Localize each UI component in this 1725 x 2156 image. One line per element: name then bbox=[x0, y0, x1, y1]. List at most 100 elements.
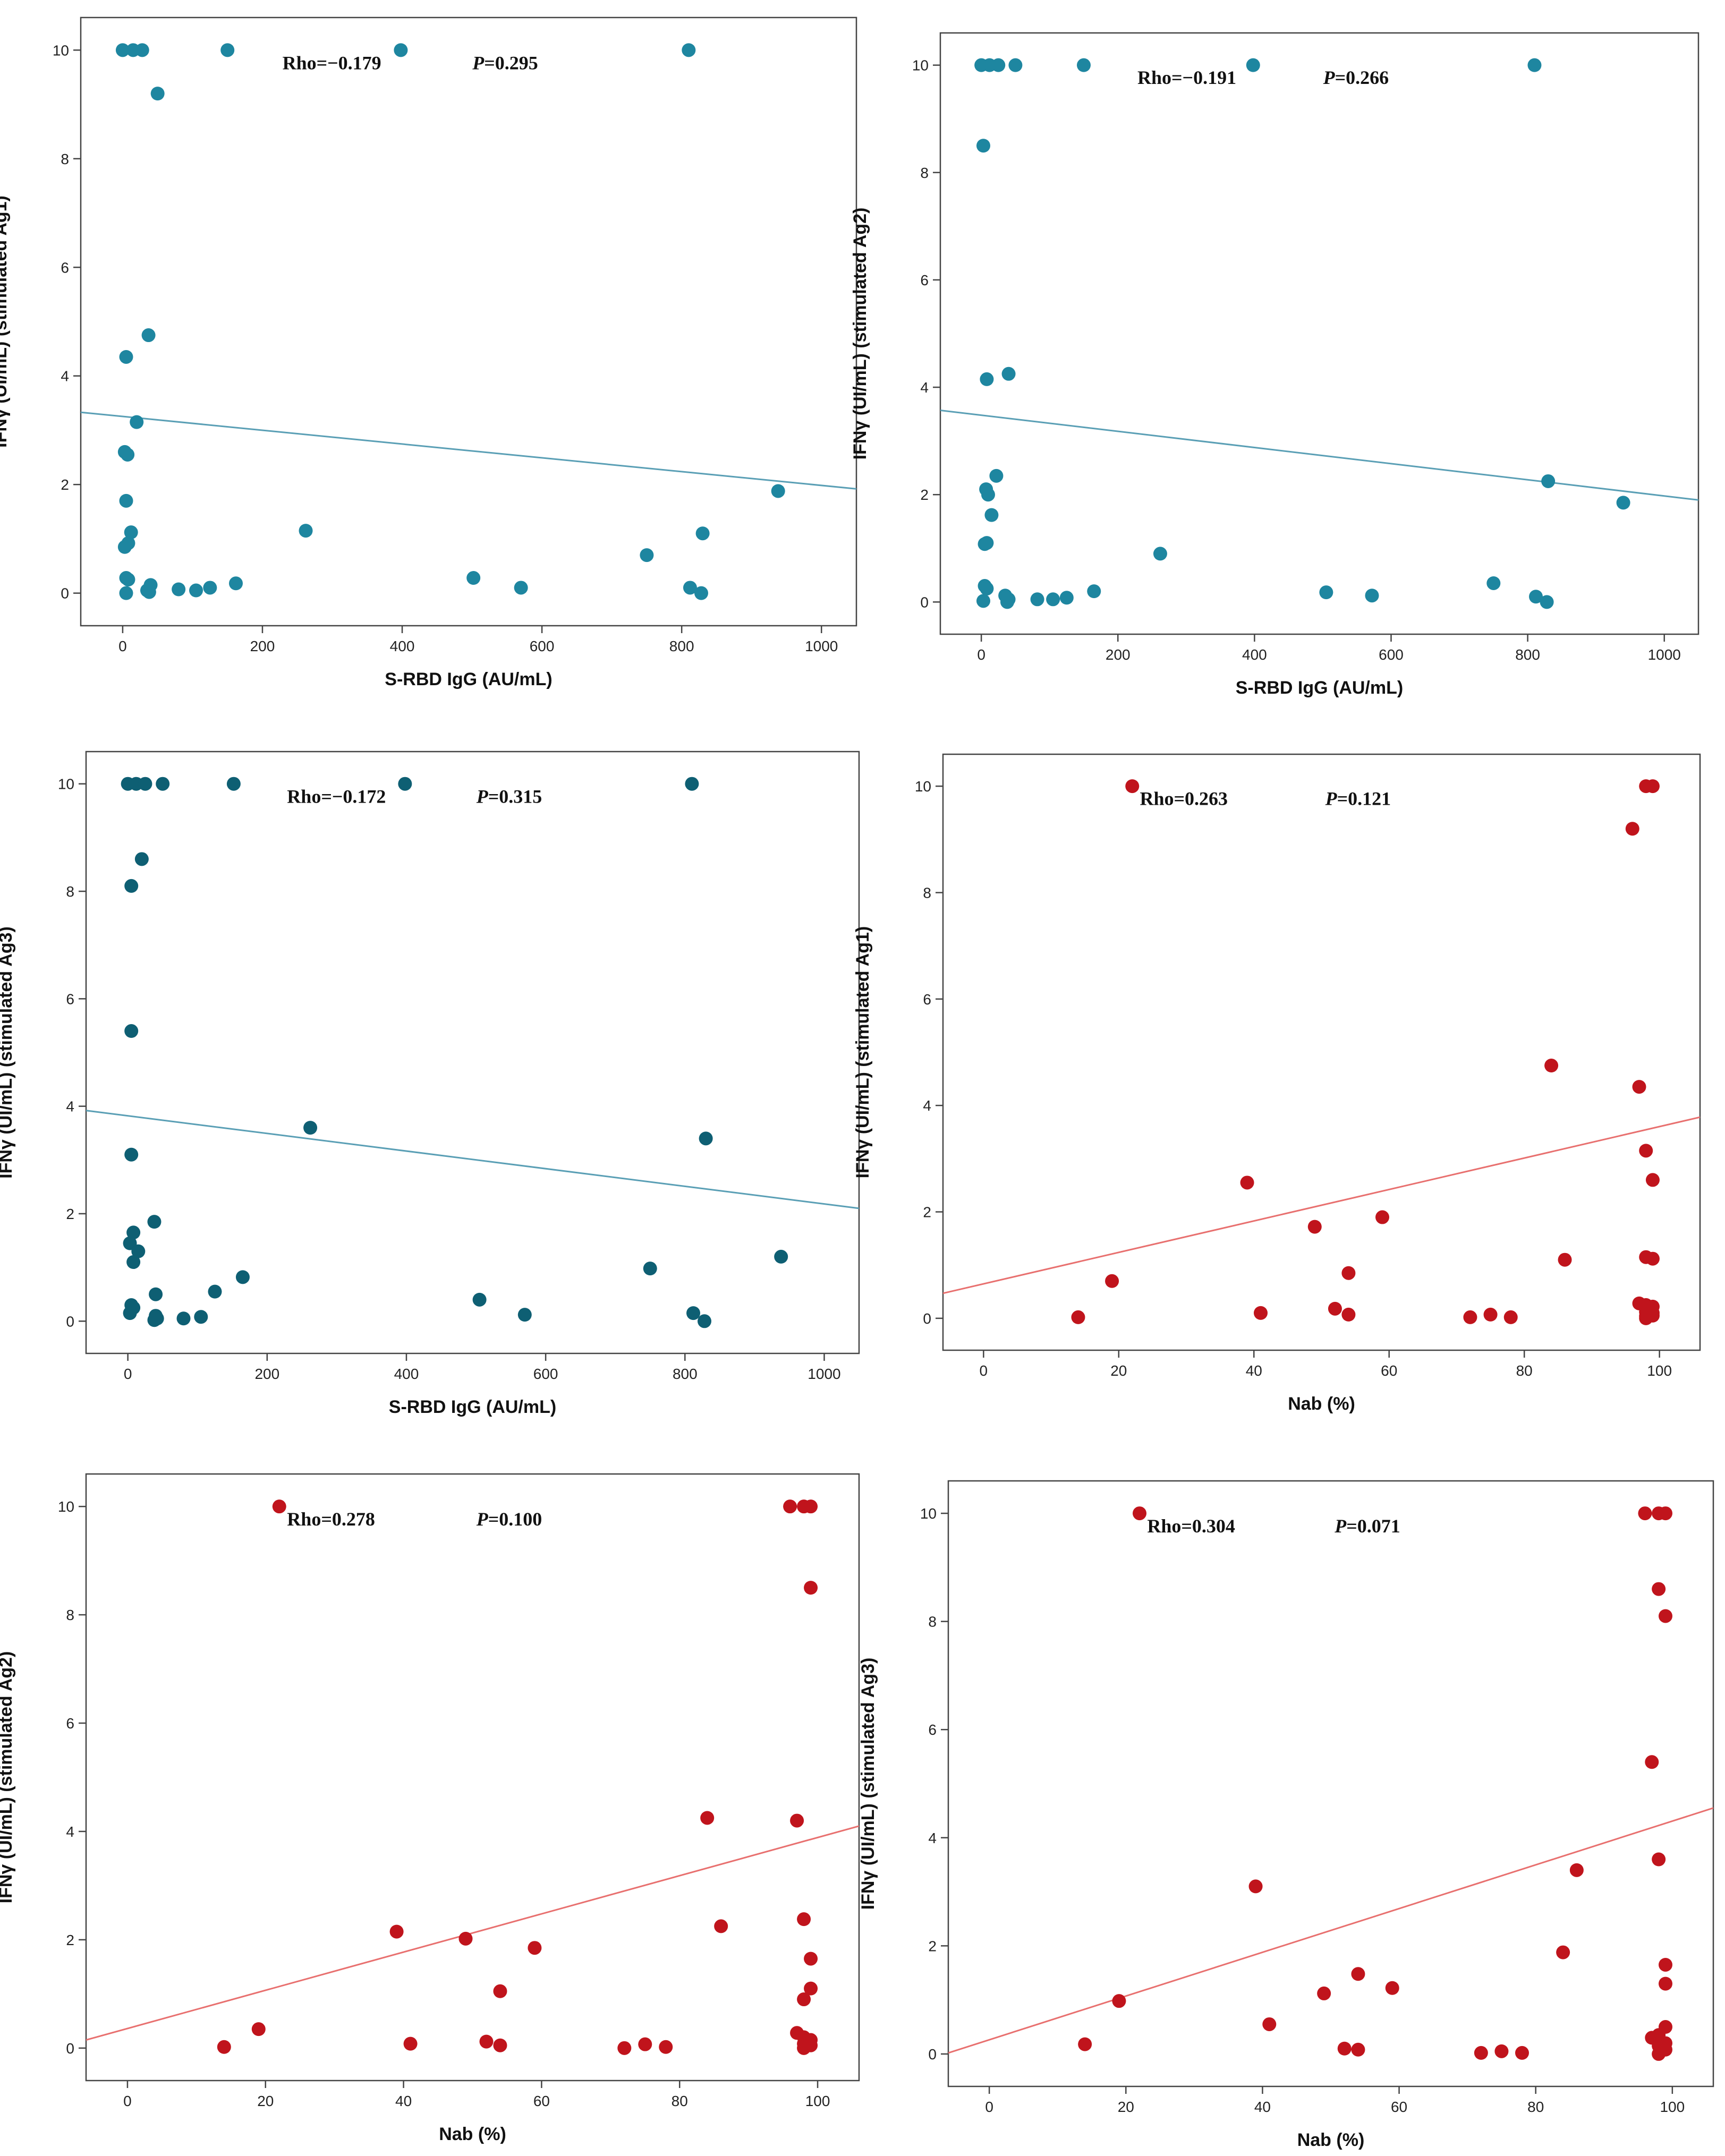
panel-3-point-7 bbox=[134, 852, 149, 866]
panel-3-point-14 bbox=[126, 1225, 141, 1240]
panel-3-point-31 bbox=[194, 1310, 208, 1324]
panel-5-point-29 bbox=[797, 2036, 811, 2051]
panel-5-xtick-label-2: 40 bbox=[395, 2093, 412, 2109]
panel-6-point-13 bbox=[1659, 1976, 1672, 1991]
panel-2-xtick-label-4: 800 bbox=[1515, 646, 1540, 663]
panel-4-point-11 bbox=[1558, 1252, 1572, 1267]
panel-2-point-16 bbox=[1153, 547, 1167, 561]
panel-4-point-0 bbox=[1125, 779, 1140, 794]
panel-1-ylabel: IFNγ (UI/mL) (stimulated Ag1) bbox=[0, 195, 11, 448]
panel-4-p-annotation: P=0.121 bbox=[1325, 788, 1391, 809]
panel-3-fit-line bbox=[86, 1110, 859, 1209]
panel-5-point-22 bbox=[493, 2038, 507, 2052]
panel-5-rho-annotation: Rho=0.278 bbox=[287, 1509, 375, 1530]
panel-3-point-19 bbox=[643, 1262, 657, 1276]
panel-4-rho-annotation: Rho=0.263 bbox=[1140, 788, 1228, 809]
panel-6-point-10 bbox=[1556, 1945, 1570, 1959]
panel-2-point-10 bbox=[989, 468, 1004, 483]
panel-5-chart: 0 20 40 60 80 100 0 2 4 6 8 10 Nab (%) IFNγ (UI/mL) (… bbox=[0, 1473, 860, 2144]
panel-3-point-21 bbox=[208, 1284, 222, 1299]
panel-4-point-25 bbox=[1503, 1310, 1518, 1324]
panel-5-point-12 bbox=[804, 1952, 818, 1966]
panel-2-ylabel: IFNγ (UI/mL) (stimulated Ag2) bbox=[850, 208, 870, 460]
panel-4-point-7 bbox=[1645, 1173, 1660, 1187]
panel-1-xtick-label-3: 600 bbox=[530, 638, 555, 654]
panel-4-xlabel: Nab (%) bbox=[1288, 1394, 1355, 1414]
panel-2-point-2 bbox=[991, 58, 1006, 72]
panel-2-ytick-label-5: 10 bbox=[912, 57, 929, 74]
panel-2-point-32 bbox=[1529, 590, 1543, 604]
panel-5-point-1 bbox=[783, 1499, 797, 1514]
panel-3-point-26 bbox=[123, 1306, 137, 1320]
panel-2-ytick-label-1: 2 bbox=[920, 487, 929, 503]
panel-1-xtick-label-4: 800 bbox=[669, 638, 694, 654]
panel-2-point-19 bbox=[1486, 576, 1501, 590]
panel-5-point-5 bbox=[700, 1811, 715, 1825]
panel-4-point-5 bbox=[1632, 1080, 1646, 1094]
panel-3-point-2 bbox=[138, 777, 152, 791]
panel-3-xtick-label-2: 400 bbox=[394, 1366, 419, 1382]
panel-2-p-annotation: P=0.266 bbox=[1323, 67, 1389, 88]
panel-2-chart: 0 200 400 600 800 1000 0 2 4 6 8 10 S-RBD IgG (AU/mL… bbox=[850, 32, 1699, 698]
panel-1-xtick-label-2: 400 bbox=[390, 638, 415, 654]
panel-5-xtick-label-1: 20 bbox=[257, 2093, 274, 2109]
panel-5-fit-line bbox=[86, 1825, 859, 2041]
panel-6-point-5 bbox=[1659, 1609, 1672, 1623]
panel-3-point-6 bbox=[685, 777, 699, 791]
panel-6-point-11 bbox=[1659, 1957, 1672, 1972]
panel-5-frame bbox=[85, 1473, 860, 2082]
panel-4-frame bbox=[942, 753, 1701, 1351]
panel-3-xlabel: S-RBD IgG (AU/mL) bbox=[389, 1397, 556, 1417]
panel-1-point-6 bbox=[150, 87, 165, 101]
panel-6-xtick-label-2: 40 bbox=[1254, 2099, 1271, 2115]
panel-4-xtick-label-4: 80 bbox=[1516, 1362, 1533, 1379]
panel-6-xlabel: Nab (%) bbox=[1297, 2130, 1365, 2150]
panel-1-xlabel: S-RBD IgG (AU/mL) bbox=[385, 669, 552, 689]
panel-2-point-27 bbox=[1046, 592, 1060, 607]
panel-5-point-15 bbox=[797, 1992, 811, 2007]
panel-1-point-8 bbox=[119, 350, 133, 364]
panel-1-ytick-label-4: 8 bbox=[61, 151, 69, 167]
panel-2-xlabel: S-RBD IgG (AU/mL) bbox=[1236, 678, 1403, 698]
panel-6-xtick-label-0: 0 bbox=[985, 2099, 993, 2115]
panel-3-point-3 bbox=[156, 777, 170, 791]
panel-1-point-24 bbox=[142, 585, 156, 599]
panel-6-point-23 bbox=[1337, 2041, 1352, 2056]
panel-3-point-30 bbox=[176, 1311, 191, 1326]
panel-4-point-8 bbox=[1240, 1175, 1254, 1190]
panel-6-ytick-label-1: 2 bbox=[928, 1938, 937, 1954]
panel-1-point-33 bbox=[694, 586, 708, 600]
panel-2-point-25 bbox=[976, 594, 990, 608]
panel-4-point-2 bbox=[1645, 779, 1660, 794]
panel-6-point-14 bbox=[1385, 1981, 1399, 1995]
panel-1-ytick-label-3: 6 bbox=[61, 259, 69, 276]
panel-5-point-6 bbox=[790, 1813, 804, 1828]
panel-3-xtick-label-1: 200 bbox=[254, 1366, 279, 1382]
panel-5-ytick-label-3: 6 bbox=[66, 1715, 74, 1732]
panel-3-point-23 bbox=[472, 1292, 487, 1307]
panel-1-point-15 bbox=[771, 484, 785, 498]
panel-5-point-20 bbox=[479, 2034, 494, 2049]
panel-6-point-1 bbox=[1638, 1506, 1652, 1521]
panel-1-point-4 bbox=[394, 43, 408, 57]
panel-1-point-17 bbox=[640, 548, 654, 563]
panel-3-ytick-label-3: 6 bbox=[66, 991, 74, 1007]
panel-4-xtick-label-3: 60 bbox=[1381, 1362, 1397, 1379]
panel-2-point-29 bbox=[1087, 584, 1101, 599]
panel-5-point-0 bbox=[272, 1499, 286, 1514]
panel-1-point-5 bbox=[682, 43, 696, 57]
panel-1-rho-annotation: Rho=−0.179 bbox=[283, 52, 381, 73]
panel-3-rho-annotation: Rho=−0.172 bbox=[287, 786, 386, 807]
panel-1-point-27 bbox=[189, 583, 203, 598]
panel-2-point-18 bbox=[1616, 496, 1630, 510]
panel-4-point-6 bbox=[1639, 1144, 1653, 1158]
panel-3-point-17 bbox=[126, 1255, 141, 1269]
panel-2-point-28 bbox=[1059, 591, 1074, 605]
panel-5-point-24 bbox=[617, 2041, 632, 2055]
panel-5-point-14 bbox=[804, 1981, 818, 1996]
panel-4-ytick-label-2: 4 bbox=[923, 1097, 931, 1114]
panel-3-point-16 bbox=[131, 1244, 146, 1258]
panel-5-xtick-label-5: 100 bbox=[805, 2093, 830, 2109]
panel-4-point-4 bbox=[1544, 1059, 1559, 1073]
panel-3-point-32 bbox=[517, 1308, 532, 1322]
